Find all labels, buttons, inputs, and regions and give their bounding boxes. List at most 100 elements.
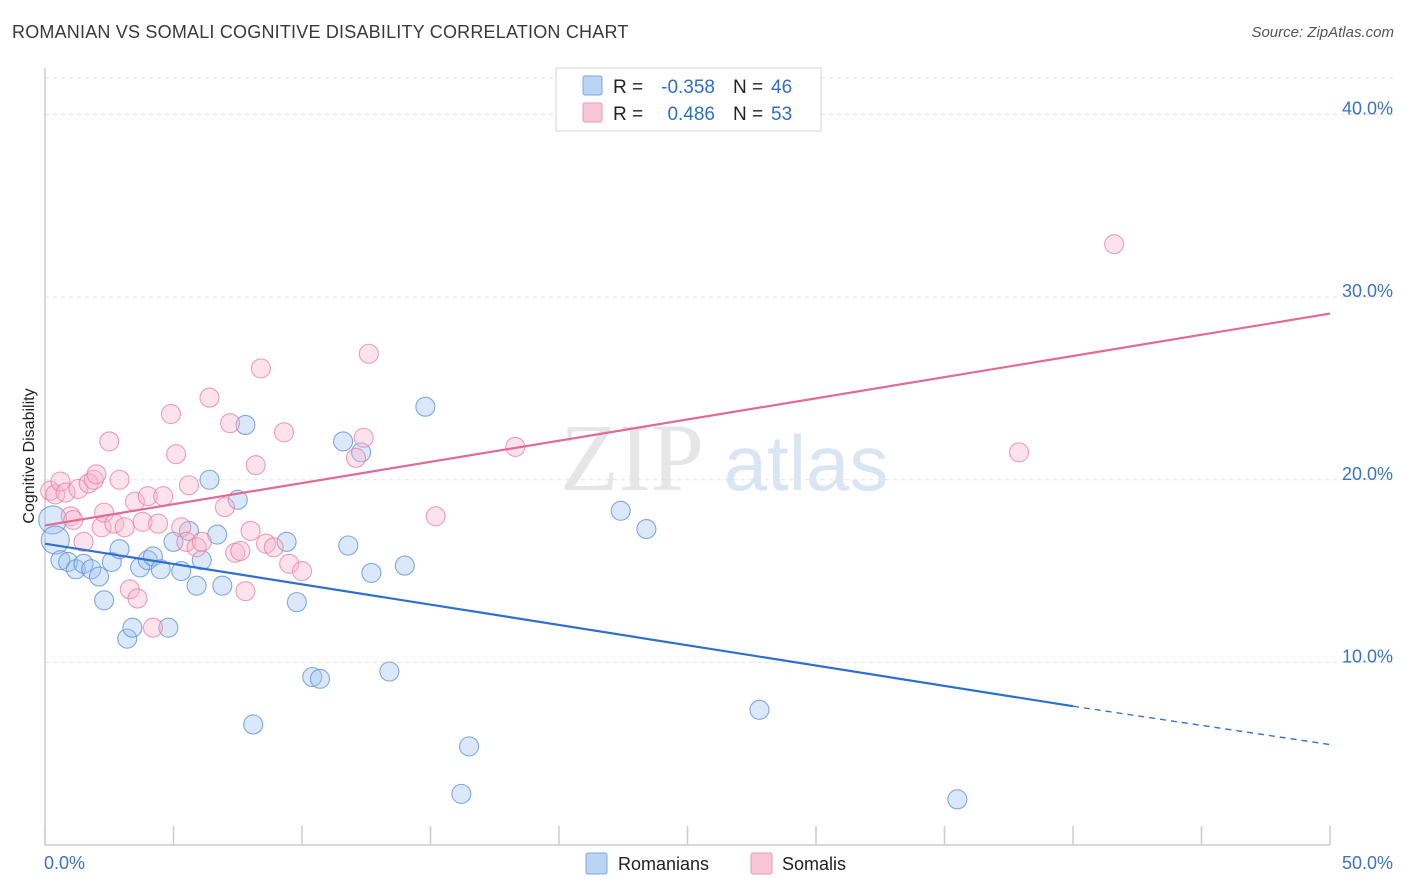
somali-point (99, 431, 120, 452)
chart-title: ROMANIAN VS SOMALI COGNITIVE DISABILITY … (12, 22, 629, 42)
romanian-point (309, 668, 331, 689)
somali-point (358, 343, 379, 364)
somali-point (166, 444, 187, 465)
watermark: ZIP atlas (560, 404, 888, 511)
somali-point (178, 475, 199, 496)
romanian-point (158, 617, 179, 638)
romanian-point (50, 550, 71, 571)
romanian-point (947, 789, 968, 810)
romanian-point (243, 714, 264, 735)
y-tick-label: 30.0% (1342, 281, 1393, 301)
romanian-point (186, 575, 207, 596)
somali-point (153, 486, 174, 507)
legend-n-value-romanians: 46 (771, 77, 792, 98)
somali-point (176, 531, 197, 552)
somali-point (132, 511, 153, 532)
romanian-point (286, 592, 307, 613)
romanian-point (338, 535, 359, 556)
legend-swatch-somalis (582, 102, 603, 123)
somalis-trend-line (44, 312, 1331, 527)
y-tick-label: 10.0% (1342, 646, 1393, 666)
somali-point (250, 358, 271, 379)
x-axis-ticks (44, 826, 1331, 845)
y-axis-tick-labels: 10.0% 20.0% 30.0% 40.0% (1342, 99, 1393, 667)
somali-point (191, 531, 212, 552)
romanian-point (212, 575, 233, 596)
somali-point (109, 469, 130, 490)
somali-point (45, 484, 66, 505)
romanian-point (458, 736, 480, 757)
somali-point (425, 506, 446, 527)
somali-point (83, 469, 104, 490)
somali-point (86, 464, 107, 485)
romanian-point (302, 666, 323, 688)
romanian-point (40, 525, 70, 555)
bottom-legend-swatch-romanians (585, 852, 608, 875)
somali-point (160, 403, 181, 425)
legend-r-label-romanians: R = (613, 77, 643, 98)
somali-point (263, 537, 284, 558)
somali-point (73, 531, 94, 552)
somali-point (68, 478, 89, 499)
legend-r-value-somalis: 0.486 (667, 104, 715, 125)
somali-point (273, 422, 295, 443)
bottom-legend-label-somalis: Somalis (782, 854, 846, 874)
y-tick-label: 20.0% (1342, 464, 1393, 484)
romanian-point (150, 559, 171, 580)
series-romanians-points (38, 396, 968, 810)
legend-r-label-somalis: R = (613, 104, 643, 125)
somali-point (235, 581, 256, 602)
romanian-point (117, 628, 138, 649)
somali-point (240, 520, 261, 541)
romanian-point (610, 500, 631, 521)
bottom-legend-swatch-somalis (750, 852, 773, 875)
somali-point (137, 486, 158, 507)
somali-point (353, 427, 374, 448)
somali-point (55, 482, 76, 503)
legend-swatch-romanians (582, 75, 603, 96)
somali-point (1104, 234, 1125, 255)
x-tick-label-max: 50.0% (1342, 853, 1393, 873)
romanian-point (58, 551, 79, 572)
legend-r-value-romanians: -0.358 (661, 77, 715, 98)
somali-point (214, 497, 235, 518)
romanian-point (361, 562, 382, 583)
bottom-legend-label-romanians: Romanians (618, 854, 709, 874)
stats-legend: R = -0.358 N = 46 R = 0.486 N = 53 (555, 67, 822, 132)
y-axis-label: Cognitive Disability (21, 388, 38, 523)
somali-point (245, 455, 266, 476)
somali-point (114, 517, 135, 538)
romanian-point (276, 531, 297, 552)
somali-point (199, 387, 220, 408)
romanian-point (636, 519, 657, 540)
romanian-point (122, 617, 143, 638)
watermark-atlas: atlas (724, 419, 889, 507)
romanians-trend-extension (1072, 705, 1331, 746)
romanian-point (333, 431, 354, 452)
romanian-point (451, 783, 472, 804)
romanians-trend-line (44, 542, 1074, 708)
romanian-point (415, 396, 436, 417)
romanian-point (94, 590, 115, 611)
romanian-point (101, 551, 122, 572)
series-legend: Romanians Somalis (585, 852, 846, 875)
somali-point (219, 413, 241, 434)
source-label: Source: ZipAtlas.com (1251, 24, 1394, 41)
somali-point (291, 561, 313, 582)
somali-point (279, 553, 300, 574)
legend-n-label-somalis: N = (733, 104, 763, 125)
romanian-point (749, 699, 770, 720)
somali-point (91, 517, 112, 538)
legend-n-value-somalis: 53 (771, 104, 792, 125)
romanian-point (191, 550, 212, 571)
trend-lines (44, 312, 1331, 746)
romanian-point (199, 469, 220, 490)
x-tick-label-min: 0.0% (44, 853, 85, 873)
romanian-point (379, 661, 400, 682)
somali-point (127, 588, 148, 609)
somali-point (50, 471, 71, 492)
somali-point (148, 513, 169, 534)
romanian-point (81, 559, 102, 580)
romanian-point (88, 566, 110, 587)
